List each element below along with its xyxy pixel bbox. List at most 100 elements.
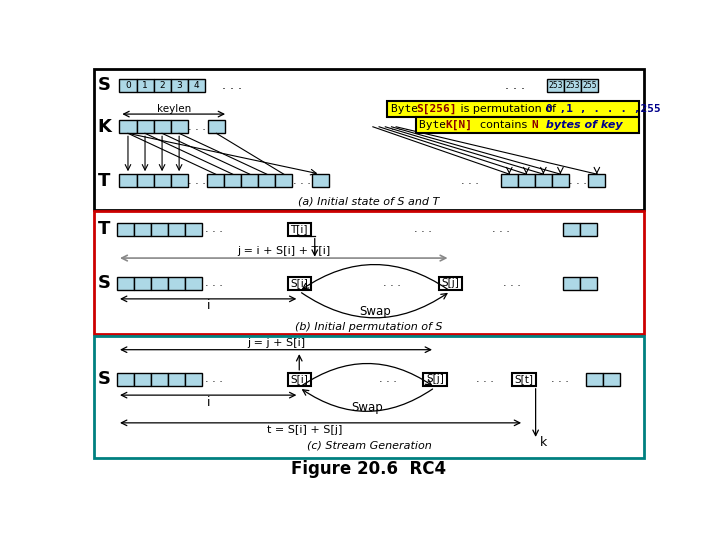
Bar	[151, 373, 168, 386]
Text: S: S	[97, 274, 110, 292]
Bar	[275, 174, 292, 187]
Text: . . .: . . .	[505, 79, 525, 92]
Text: . . .: . . .	[461, 176, 479, 186]
Text: S[256]: S[256]	[416, 104, 456, 114]
Bar	[287, 276, 311, 289]
Text: t = S[i] + S[j]: t = S[i] + S[j]	[267, 425, 343, 435]
Text: k: k	[540, 436, 547, 449]
Text: Swap: Swap	[359, 305, 391, 318]
Text: bytes of key: bytes of key	[542, 120, 623, 130]
Bar	[185, 276, 202, 289]
Text: 4: 4	[194, 80, 199, 90]
Text: Figure 20.6  RC4: Figure 20.6 RC4	[292, 460, 446, 478]
Text: . . .: . . .	[188, 122, 206, 132]
Bar	[188, 79, 204, 92]
Bar	[423, 373, 446, 386]
Text: . . .: . . .	[477, 374, 494, 384]
Text: . . .: . . .	[205, 374, 223, 384]
Text: Byte: Byte	[391, 104, 425, 114]
Text: . . .: . . .	[552, 374, 570, 384]
Text: . . .: . . .	[383, 278, 401, 288]
Bar	[580, 276, 597, 289]
Bar	[564, 79, 581, 92]
Bar	[151, 276, 168, 289]
Bar	[224, 174, 241, 187]
Text: 0 ,1 , . . . ,255: 0 ,1 , . . . ,255	[546, 104, 660, 114]
Text: 253: 253	[566, 80, 580, 90]
Text: i: i	[207, 299, 210, 312]
Bar	[241, 174, 258, 187]
Text: . . .: . . .	[391, 122, 409, 132]
Bar	[120, 120, 137, 133]
Bar	[312, 174, 329, 187]
Text: T[i]: T[i]	[290, 224, 308, 234]
Bar	[287, 373, 311, 386]
Text: T: T	[98, 172, 110, 190]
Bar	[586, 373, 603, 386]
Text: is permutation of: is permutation of	[457, 104, 560, 114]
Bar	[168, 276, 185, 289]
Text: i: i	[207, 396, 210, 409]
Text: . . .: . . .	[205, 278, 223, 288]
Bar	[171, 174, 188, 187]
Bar	[387, 101, 639, 117]
Text: (c) Stream Generation: (c) Stream Generation	[307, 441, 431, 451]
Text: keylen: keylen	[156, 104, 191, 114]
Bar	[120, 79, 137, 92]
Bar	[287, 222, 311, 236]
Bar	[438, 276, 462, 289]
Bar	[153, 79, 171, 92]
Bar	[535, 174, 552, 187]
Bar	[153, 120, 171, 133]
Text: S: S	[97, 76, 110, 94]
Bar	[258, 174, 275, 187]
Bar	[207, 174, 224, 187]
Bar	[168, 222, 185, 236]
Text: . . .: . . .	[188, 176, 206, 186]
Bar	[580, 222, 597, 236]
Bar	[552, 174, 569, 187]
Text: contains: contains	[473, 120, 531, 130]
Text: (a) Initial state of S and T: (a) Initial state of S and T	[298, 197, 440, 207]
Text: 1: 1	[142, 80, 148, 90]
Bar	[117, 276, 134, 289]
Bar	[94, 211, 644, 334]
Text: Byte: Byte	[419, 120, 453, 130]
Text: . . .: . . .	[205, 224, 223, 234]
Text: . . .: . . .	[292, 176, 310, 186]
Bar	[518, 174, 535, 187]
Bar	[500, 174, 518, 187]
Bar	[134, 373, 151, 386]
Bar	[168, 373, 185, 386]
Bar	[134, 222, 151, 236]
Text: . . .: . . .	[503, 278, 521, 288]
Text: . . .: . . .	[492, 224, 510, 234]
Bar	[171, 79, 188, 92]
Text: Swap: Swap	[351, 401, 383, 414]
Bar	[603, 373, 620, 386]
Bar	[588, 174, 606, 187]
Text: 0: 0	[125, 80, 131, 90]
Bar	[94, 336, 644, 457]
Bar	[208, 120, 225, 133]
Bar	[415, 117, 639, 133]
Text: . . .: . . .	[222, 79, 242, 92]
Bar	[120, 174, 137, 187]
Text: . . .: . . .	[414, 224, 432, 234]
Text: S[i]: S[i]	[290, 278, 308, 288]
Text: T: T	[98, 220, 110, 238]
Bar	[134, 276, 151, 289]
Text: 2: 2	[159, 80, 165, 90]
Bar	[185, 373, 202, 386]
Text: N: N	[532, 120, 539, 130]
Text: S: S	[97, 370, 110, 388]
Bar	[171, 120, 188, 133]
Text: K: K	[97, 118, 111, 136]
Bar	[513, 373, 536, 386]
Bar	[137, 79, 153, 92]
Bar	[153, 174, 171, 187]
Text: (b) Initial permutation of S: (b) Initial permutation of S	[295, 322, 443, 332]
Text: S[j]: S[j]	[426, 374, 444, 384]
Text: S[i]: S[i]	[290, 374, 308, 384]
Bar	[117, 222, 134, 236]
